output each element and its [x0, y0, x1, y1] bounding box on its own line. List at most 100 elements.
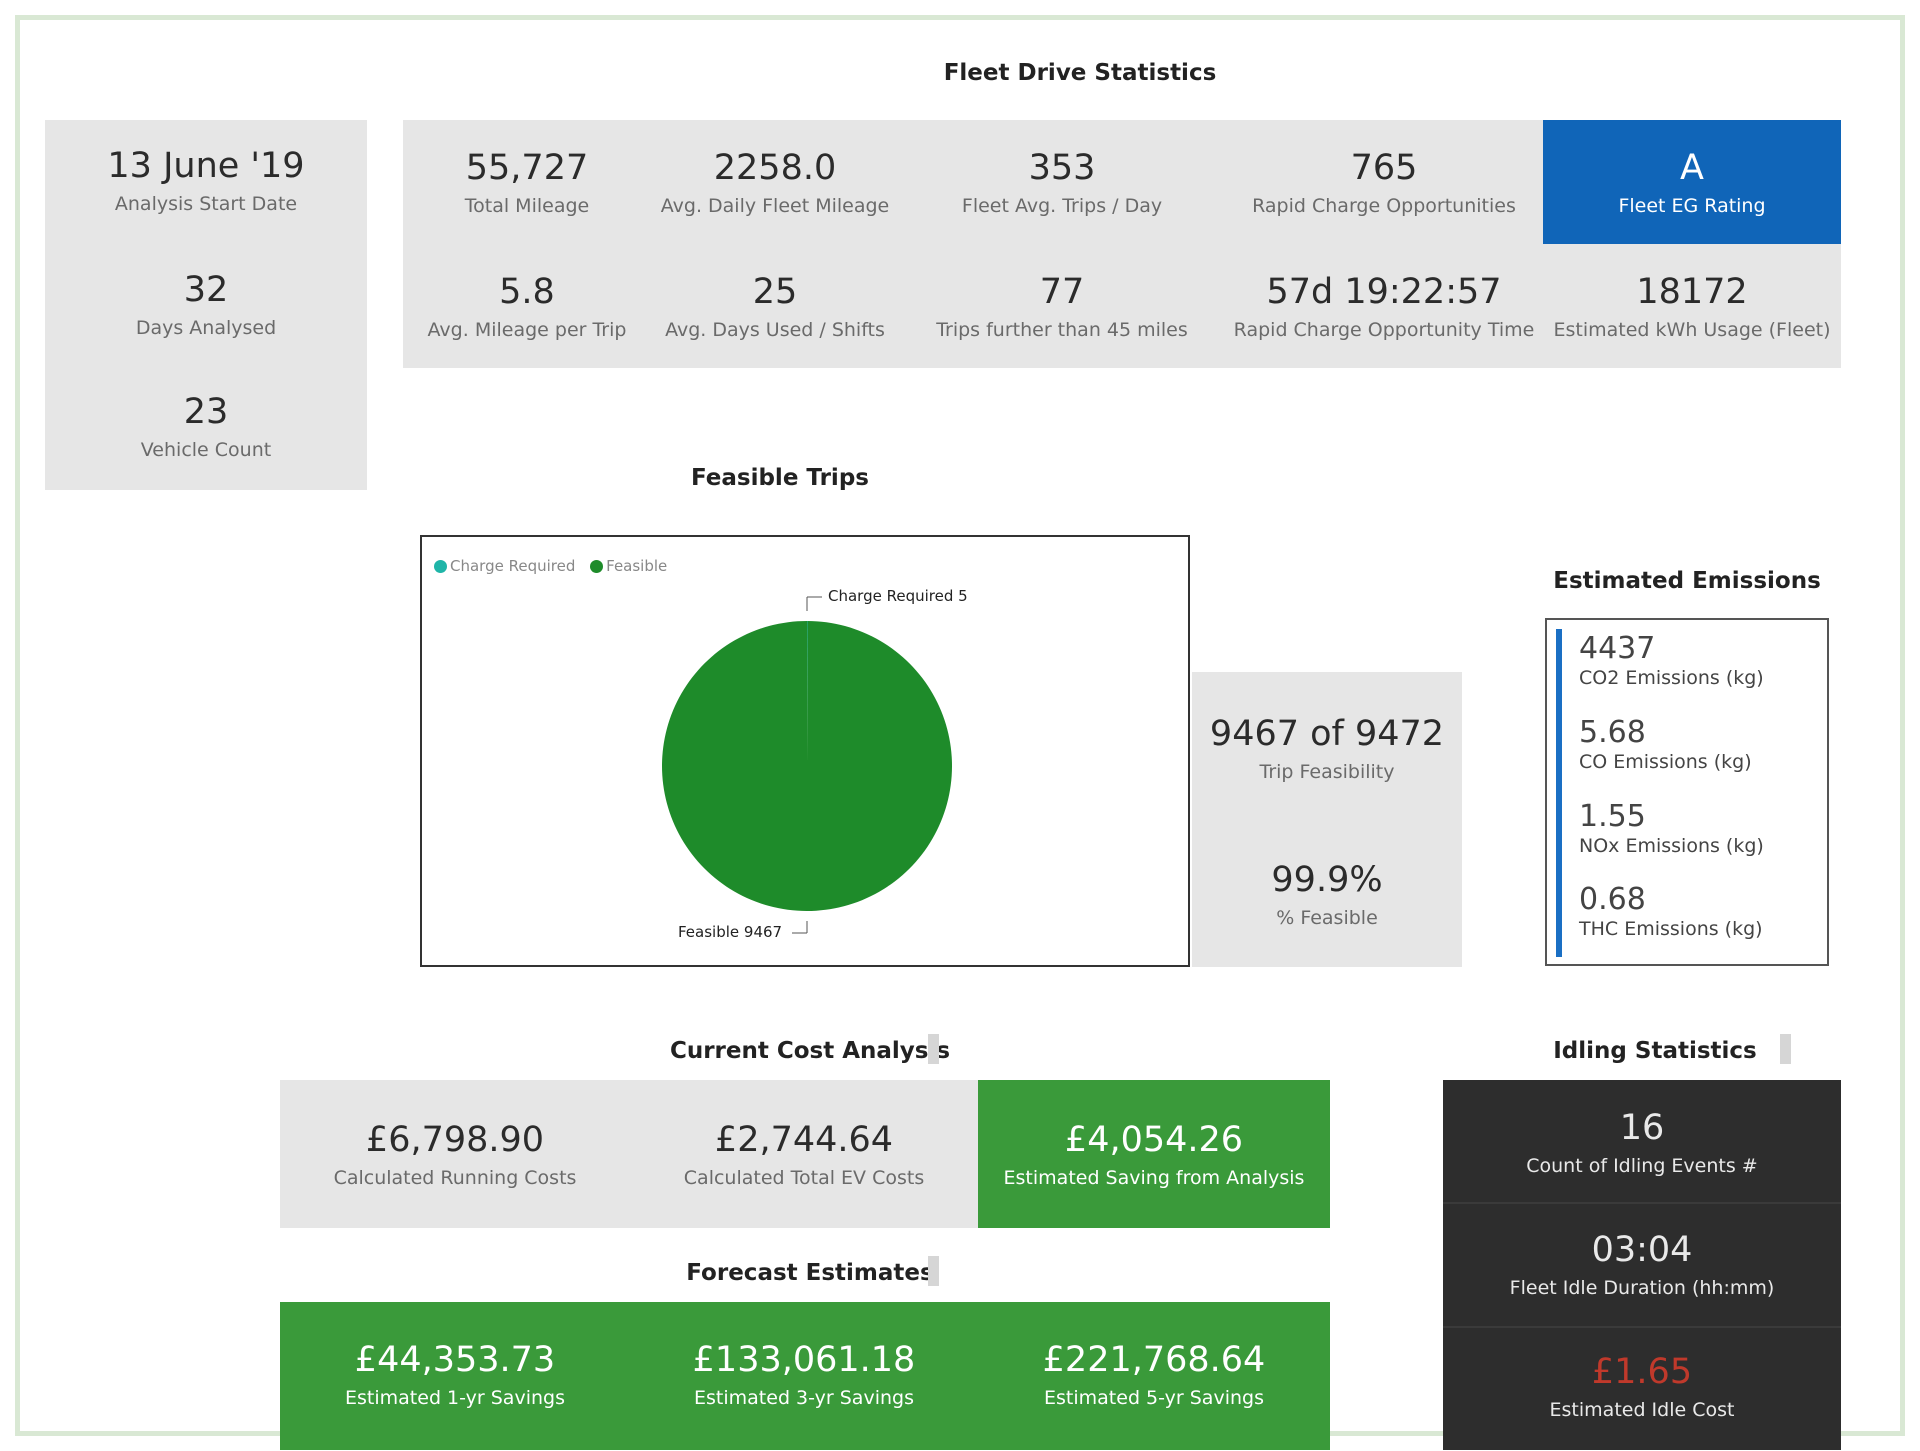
forecast-panel: £44,353.73 Estimated 1-yr Savings £133,0…: [280, 1302, 1330, 1450]
rapid-charge-opportunities-card: 765 Rapid Charge Opportunities: [1225, 148, 1543, 218]
co2-emissions-card: 4437 CO2 Emissions (kg): [1579, 632, 1764, 690]
co-emissions-label: CO Emissions (kg): [1579, 751, 1752, 773]
total-mileage-label: Total Mileage: [464, 195, 590, 217]
legend-item-feasible[interactable]: Feasible: [590, 557, 667, 575]
idling-divider-1: [1443, 1202, 1841, 1204]
pie-label-charge-required: Charge Required 5: [828, 587, 968, 605]
vehicle-count-value: 23: [183, 392, 229, 432]
idle-duration-value: 03:04: [1591, 1230, 1693, 1270]
avg-daily-mileage-label: Avg. Daily Fleet Mileage: [660, 195, 890, 217]
trips-per-day-label: Fleet Avg. Trips / Day: [961, 195, 1163, 217]
avg-mileage-per-trip-label: Avg. Mileage per Trip: [427, 319, 627, 341]
long-trips-value: 77: [1039, 272, 1085, 312]
legend-item-charge-required[interactable]: Charge Required: [434, 557, 575, 575]
rapid-charge-time-card: 57d 19:22:57 Rapid Charge Opportunity Ti…: [1225, 272, 1543, 342]
avg-mileage-per-trip-card: 5.8 Avg. Mileage per Trip: [403, 272, 651, 342]
idling-drag-handle[interactable]: [1780, 1034, 1791, 1064]
fleet-eg-rating-label: Fleet EG Rating: [1618, 195, 1766, 217]
estimated-saving-card: £4,054.26 Estimated Saving from Analysis: [978, 1080, 1330, 1228]
days-analysed-value: 32: [183, 270, 229, 310]
analysis-start-date-value: 13 June '19: [107, 146, 305, 186]
one-year-savings-card: £44,353.73 Estimated 1-yr Savings: [280, 1340, 630, 1410]
five-year-savings-card: £221,768.64 Estimated 5-yr Savings: [978, 1340, 1330, 1410]
running-costs-card: £6,798.90 Calculated Running Costs: [280, 1080, 630, 1228]
days-analysed-card: 32 Days Analysed: [45, 270, 367, 340]
legend-label-feasible: Feasible: [606, 557, 668, 575]
total-mileage-value: 55,727: [465, 148, 589, 188]
percent-feasible-value: 99.9%: [1271, 860, 1383, 900]
total-mileage-card: 55,727 Total Mileage: [403, 148, 651, 218]
trips-per-day-card: 353 Fleet Avg. Trips / Day: [899, 148, 1225, 218]
long-trips-label: Trips further than 45 miles: [936, 319, 1188, 341]
idle-duration-card: 03:04 Fleet Idle Duration (hh:mm): [1443, 1230, 1841, 1300]
estimated-saving-label: Estimated Saving from Analysis: [1003, 1167, 1305, 1189]
nox-emissions-card: 1.55 NOx Emissions (kg): [1579, 800, 1764, 858]
ev-costs-value: £2,744.64: [714, 1120, 894, 1160]
pie-chart: [662, 596, 953, 934]
avg-days-used-label: Avg. Days Used / Shifts: [665, 319, 885, 341]
analysis-start-date-card: 13 June '19 Analysis Start Date: [45, 146, 367, 216]
co2-emissions-value: 4437: [1579, 631, 1656, 666]
fleet-eg-rating-value: A: [1680, 148, 1704, 188]
ev-costs-label: Calculated Total EV Costs: [683, 1167, 925, 1189]
trip-feasibility-panel: 9467 of 9472 Trip Feasibility 99.9% % Fe…: [1192, 672, 1462, 967]
kwh-usage-value: 18172: [1636, 272, 1748, 312]
ev-costs-card: £2,744.64 Calculated Total EV Costs: [630, 1080, 978, 1228]
thc-emissions-card: 0.68 THC Emissions (kg): [1579, 883, 1763, 941]
trip-feasibility-value: 9467 of 9472: [1209, 714, 1445, 754]
rapid-charge-time-value: 57d 19:22:57: [1266, 272, 1502, 312]
dashboard-frame: Fleet Drive Statistics 13 June '19 Analy…: [15, 15, 1905, 1450]
kwh-usage-card: 18172 Estimated kWh Usage (Fleet): [1543, 272, 1841, 342]
idle-cost-value: £1.65: [1591, 1352, 1693, 1392]
feasible-trips-title: Feasible Trips: [691, 465, 869, 491]
fleet-eg-rating-card: A Fleet EG Rating: [1543, 120, 1841, 244]
idle-cost-card: £1.65 Estimated Idle Cost: [1443, 1352, 1841, 1422]
avg-days-used-value: 25: [752, 272, 798, 312]
avg-daily-mileage-card: 2258.0 Avg. Daily Fleet Mileage: [651, 148, 899, 218]
forecast-title: Forecast Estimates: [686, 1260, 934, 1286]
fleet-drive-title: Fleet Drive Statistics: [943, 60, 1217, 86]
running-costs-value: £6,798.90: [365, 1120, 545, 1160]
three-year-savings-value: £133,061.18: [692, 1340, 916, 1380]
cost-analysis-title: Current Cost Analysis: [669, 1038, 951, 1064]
legend-label-charge-required: Charge Required: [450, 557, 576, 575]
cost-analysis-drag-handle[interactable]: [928, 1034, 939, 1064]
rapid-charge-opportunities-label: Rapid Charge Opportunities: [1252, 195, 1516, 217]
forecast-drag-handle[interactable]: [928, 1256, 939, 1286]
pie-slice-feasible[interactable]: [662, 621, 953, 911]
trip-feasibility-card: 9467 of 9472 Trip Feasibility: [1192, 714, 1462, 784]
vehicle-count-card: 23 Vehicle Count: [45, 392, 367, 462]
idling-events-label: Count of Idling Events #: [1526, 1155, 1758, 1177]
co2-emissions-label: CO2 Emissions (kg): [1579, 667, 1764, 689]
rapid-charge-time-label: Rapid Charge Opportunity Time: [1233, 319, 1535, 341]
five-year-savings-label: Estimated 5-yr Savings: [1044, 1387, 1264, 1409]
avg-mileage-per-trip-value: 5.8: [499, 272, 555, 312]
vehicle-count-label: Vehicle Count: [140, 439, 272, 461]
days-analysed-label: Days Analysed: [135, 317, 277, 339]
left-stats-panel: 13 June '19 Analysis Start Date 32 Days …: [45, 120, 367, 490]
pie-label-feasible: Feasible 9467: [678, 923, 783, 941]
running-costs-label: Calculated Running Costs: [333, 1167, 577, 1189]
percent-feasible-label: % Feasible: [1276, 907, 1378, 929]
one-year-savings-value: £44,353.73: [354, 1340, 556, 1380]
one-year-savings-label: Estimated 1-yr Savings: [345, 1387, 565, 1409]
chart-legend: Charge Required Feasible: [434, 557, 677, 575]
legend-dot-feasible: [590, 560, 604, 573]
rapid-charge-opportunities-value: 765: [1350, 148, 1418, 188]
nox-emissions-value: 1.55: [1579, 799, 1646, 834]
analysis-start-date-label: Analysis Start Date: [114, 193, 298, 215]
thc-emissions-value: 0.68: [1579, 882, 1646, 917]
idle-cost-label: Estimated Idle Cost: [1549, 1399, 1735, 1421]
long-trips-card: 77 Trips further than 45 miles: [899, 272, 1225, 342]
thc-emissions-label: THC Emissions (kg): [1579, 918, 1763, 940]
percent-feasible-card: 99.9% % Feasible: [1192, 860, 1462, 930]
emissions-title: Estimated Emissions: [1553, 568, 1821, 594]
co-emissions-card: 5.68 CO Emissions (kg): [1579, 716, 1752, 774]
co-emissions-value: 5.68: [1579, 715, 1646, 750]
avg-days-used-card: 25 Avg. Days Used / Shifts: [651, 272, 899, 342]
legend-dot-charge-required: [434, 560, 447, 573]
idling-divider-2: [1443, 1326, 1841, 1328]
idle-duration-label: Fleet Idle Duration (hh:mm): [1509, 1277, 1775, 1299]
three-year-savings-card: £133,061.18 Estimated 3-yr Savings: [630, 1340, 978, 1410]
feasible-trips-chart[interactable]: Charge Required Feasible Charge Required…: [420, 535, 1190, 967]
